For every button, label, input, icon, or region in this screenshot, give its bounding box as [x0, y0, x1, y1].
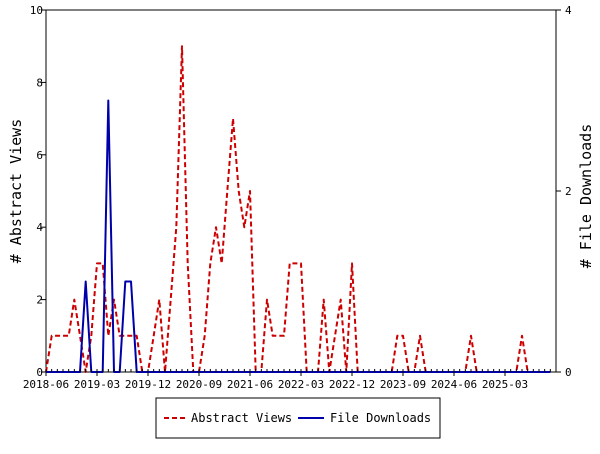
legend: Abstract Views File Downloads: [155, 397, 441, 439]
series-layer: [45, 45, 551, 373]
x-tick-label: 2022-12: [329, 378, 375, 391]
x-tick-label: 2019-12: [125, 378, 171, 391]
right-axis-title: # File Downloads: [577, 124, 595, 269]
x-tick-label: 2021-06: [227, 378, 273, 391]
x-tick-label: 2019-03: [74, 378, 120, 391]
x-tick-label: 2025-03: [482, 378, 528, 391]
y-left-tick-label: 10: [30, 4, 43, 17]
x-tick-label: 2020-09: [176, 378, 222, 391]
y-right-tick-label: 2: [565, 185, 572, 198]
y-left-tick-label: 4: [36, 221, 43, 234]
x-tick-label: 2018-06: [23, 378, 69, 391]
legend-label-abstract-views: Abstract Views: [191, 411, 292, 425]
left-axis-title: # Abstract Views: [7, 119, 25, 264]
axis-layer: 2018-06 2019-03 2019-12 2020-09 2021-06 2022-…: [23, 4, 572, 391]
legend-label-file-downloads: File Downloads: [330, 411, 431, 425]
x-tick-label: 2024-06: [431, 378, 477, 391]
x-tick-label: 2022-03: [278, 378, 324, 391]
y-right-tick-label: 4: [565, 4, 572, 17]
y-left-tick-label: 0: [36, 366, 43, 379]
y-left-tick-label: 6: [36, 149, 43, 162]
series-line-file-downloads: [46, 99, 551, 373]
y-right-tick-label: 0: [565, 366, 572, 379]
y-left-tick-label: 2: [36, 294, 43, 307]
x-tick-label: 2023-09: [380, 378, 426, 391]
series-line-abstract-views: [45, 45, 551, 373]
y-left-tick-label: 8: [36, 76, 43, 89]
